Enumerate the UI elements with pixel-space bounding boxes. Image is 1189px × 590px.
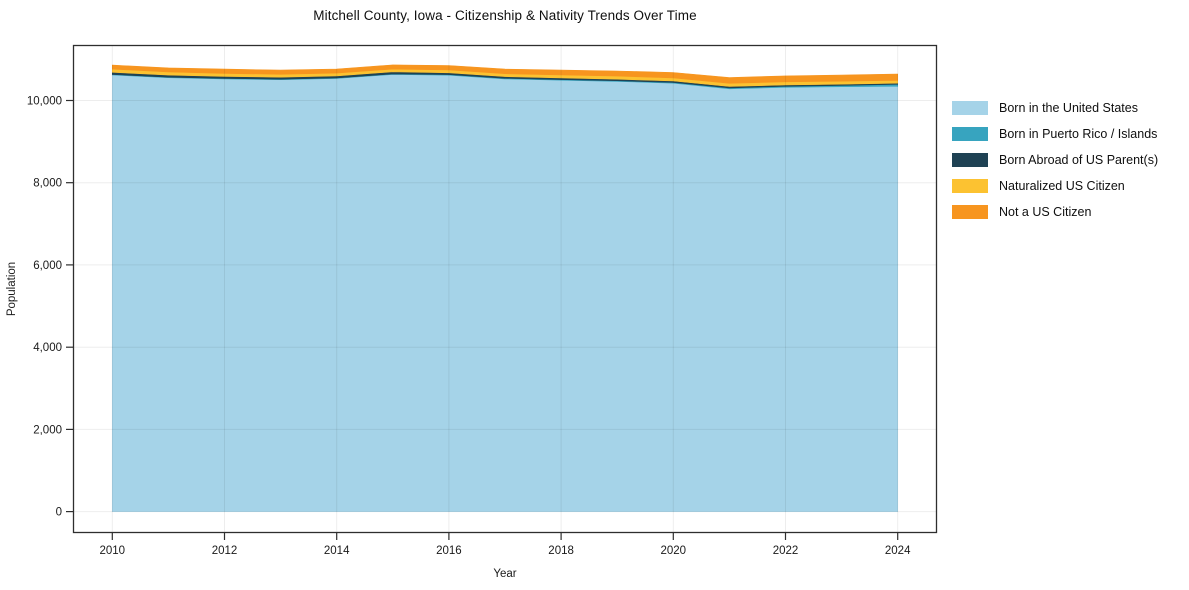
x-tick-label: 2020 — [661, 545, 687, 557]
legend-swatch — [952, 153, 988, 167]
x-tick-label: 2024 — [885, 545, 911, 557]
legend-label: Born in the United States — [999, 101, 1138, 115]
legend: Born in the United States Born in Puerto … — [952, 101, 1158, 219]
x-tick-label: 2014 — [324, 545, 350, 557]
legend-item-born-in-puerto-rico-islands: Born in Puerto Rico / Islands — [952, 127, 1158, 141]
y-axis-title: Population — [6, 262, 18, 316]
y-tick-label: 6,000 — [33, 260, 62, 272]
y-tick-label: 4,000 — [33, 342, 62, 354]
legend-item-naturalized-us-citizen: Naturalized US Citizen — [952, 179, 1158, 193]
area-series — [112, 64, 898, 512]
y-tick-label: 8,000 — [33, 178, 62, 190]
legend-swatch — [952, 179, 988, 193]
legend-label: Not a US Citizen — [999, 205, 1092, 219]
legend-swatch — [952, 101, 988, 115]
x-tick-label: 2022 — [773, 545, 799, 557]
plot-border — [72, 44, 938, 534]
y-tick-label: 10,000 — [27, 96, 62, 108]
tick-marks — [66, 99, 899, 540]
y-tick-label: 2,000 — [33, 424, 62, 436]
legend-item-born-in-the-united-states: Born in the United States — [952, 101, 1158, 115]
area-born-in-the-united-states — [112, 74, 898, 512]
legend-swatch — [952, 127, 988, 141]
x-tick-label: 2016 — [436, 545, 462, 557]
x-tick-label: 2012 — [212, 545, 238, 557]
legend-label: Born in Puerto Rico / Islands — [999, 127, 1158, 141]
y-tick-label: 0 — [56, 507, 62, 519]
legend-label: Born Abroad of US Parent(s) — [999, 153, 1159, 167]
legend-item-not-a-us-citizen: Not a US Citizen — [952, 205, 1158, 219]
legend-label: Naturalized US Citizen — [999, 179, 1125, 193]
x-axis-title: Year — [493, 568, 516, 580]
x-tick-label: 2018 — [548, 545, 574, 557]
chart-title: Mitchell County, Iowa - Citizenship & Na… — [313, 8, 697, 23]
legend-item-born-abroad-of-us-parent-s: Born Abroad of US Parent(s) — [952, 153, 1158, 167]
x-tick-label: 2010 — [100, 545, 126, 557]
tick-labels: 0 2,000 4,000 6,000 8,000 10,000 2010 2012 2014 2… — [27, 96, 911, 557]
area-not-a-us-citizen — [112, 64, 898, 84]
legend-swatch — [952, 205, 988, 219]
gridlines — [73, 45, 937, 533]
